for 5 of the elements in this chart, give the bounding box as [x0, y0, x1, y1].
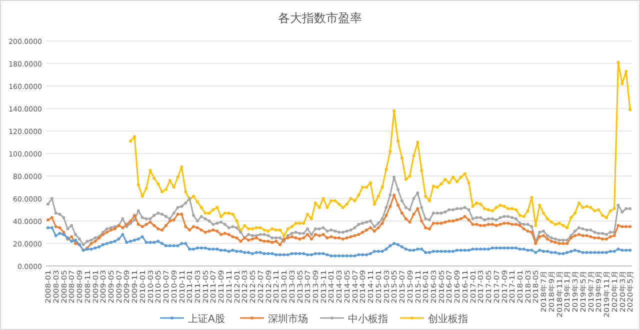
- legend-label: 中小板指: [348, 313, 388, 325]
- legend-label: 上证A股: [188, 313, 225, 325]
- legend-label: 创业板指: [428, 313, 468, 325]
- chart-title: 各大指数市盈率: [278, 11, 362, 25]
- legend-label: 深圳市场: [268, 313, 308, 325]
